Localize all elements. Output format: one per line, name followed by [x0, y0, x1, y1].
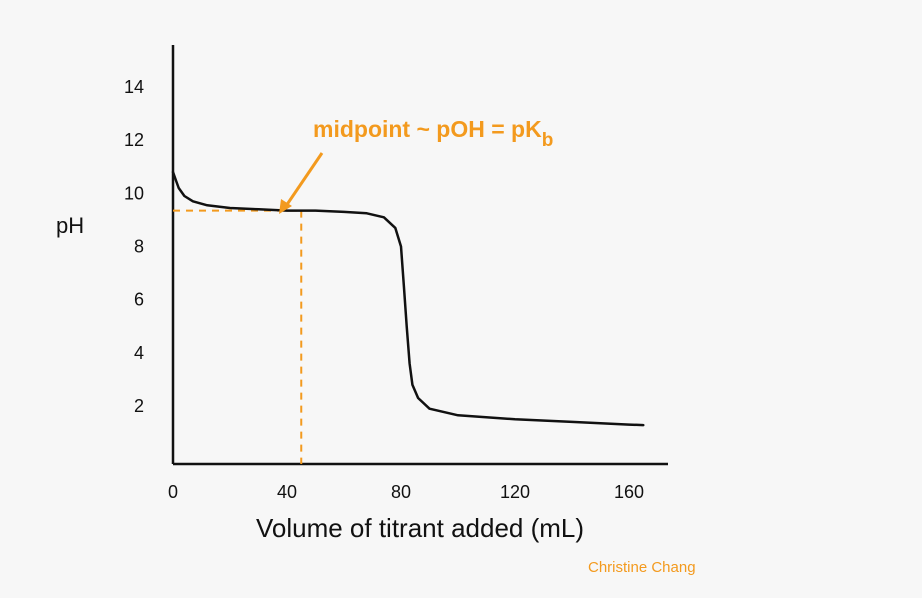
y-tick-label: 12 — [124, 130, 144, 150]
y-tick-label: 4 — [134, 343, 144, 363]
x-tick-label: 80 — [391, 482, 411, 502]
x-tick-labels: 0 40 80 120 160 — [168, 482, 644, 502]
y-tick-label: 10 — [124, 183, 144, 203]
y-tick-labels: 2 4 6 8 10 12 14 — [124, 77, 144, 416]
annotation-arrow — [279, 152, 324, 214]
y-tick-label: 8 — [134, 237, 144, 257]
x-axis-title: Volume of titrant added (mL) — [256, 513, 584, 543]
x-tick-label: 160 — [614, 482, 644, 502]
y-tick-label: 14 — [124, 77, 144, 97]
y-axis-title: pH — [56, 213, 84, 238]
credit-text: Christine Chang — [588, 559, 696, 576]
x-tick-label: 120 — [500, 482, 530, 502]
y-tick-label: 2 — [134, 396, 144, 416]
midpoint-annotation: midpoint ~ pOH = pKb — [313, 116, 553, 151]
x-tick-label: 40 — [277, 482, 297, 502]
annotation-main-text: midpoint ~ pOH = pK — [313, 116, 542, 142]
x-tick-label: 0 — [168, 482, 178, 502]
titration-curve-line — [171, 170, 645, 427]
annotation-subscript: b — [542, 130, 554, 151]
y-tick-label: 6 — [134, 290, 144, 310]
